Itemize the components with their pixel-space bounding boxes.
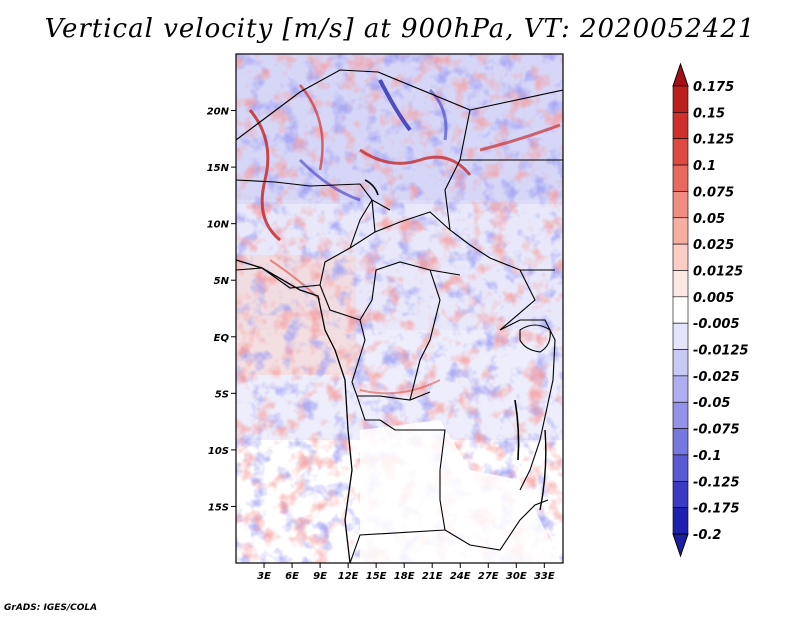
lon-tick-label: 15E [366, 571, 387, 582]
colorbar-bin [672, 243, 689, 271]
colorbar-label: 0.125 [693, 133, 734, 148]
lat-tick-label: 10N [207, 220, 230, 231]
lon-tick-label: 3E [257, 571, 271, 582]
colorbar-bin [672, 480, 689, 508]
colorbar-label: 0.05 [693, 212, 725, 227]
colorbar-bin [672, 507, 689, 535]
colorbar-bin [672, 454, 689, 482]
lon-tick-label: 24E [450, 571, 471, 582]
colorbar: 0.175 0.15 0.125 0.1 0.075 0.05 0.025 0.0125 0.0… [672, 62, 749, 558]
lon-tick-label: 12E [338, 571, 359, 582]
lat-tick-label: 20N [207, 107, 230, 118]
lon-tick-label: 18E [394, 571, 415, 582]
colorbar-label: -0.025 [693, 370, 740, 385]
colorbar-label: 0.0125 [693, 264, 743, 279]
colorbar-label: -0.075 [693, 423, 740, 438]
plot-frame: 20N 15N 10N 5N EQ 5S 10S 15S 3E 6E 9E 12E 15E 18E 21E… [207, 53, 564, 582]
colorbar-label: -0.175 [693, 502, 740, 517]
lat-tick-label: 5N [214, 276, 230, 287]
colorbar-bin [672, 349, 689, 377]
colorbar-label: -0.0125 [693, 344, 749, 359]
colorbar-bin [672, 270, 689, 298]
colorbar-bin [672, 138, 689, 166]
velocity-field [236, 54, 563, 563]
colorbar-label: 0.15 [693, 106, 725, 121]
lon-tick-label: 30E [506, 571, 527, 582]
colorbar-label: -0.05 [693, 396, 730, 411]
lon-tick-label: 33E [534, 571, 555, 582]
credit-label: GrADS: IGES/COLA [4, 603, 98, 613]
colorbar-label: -0.005 [693, 317, 740, 332]
colorbar-label: -0.1 [693, 449, 721, 464]
colorbar-bin [672, 428, 689, 456]
lat-tick-label: 15N [207, 163, 230, 174]
colorbar-label: 0.075 [693, 185, 734, 200]
lat-tick-label: EQ [214, 333, 230, 344]
lon-tick-label: 6E [285, 571, 299, 582]
colorbar-bin [672, 375, 689, 403]
country-borders [236, 69, 563, 563]
lat-tick-label: 10S [208, 446, 229, 457]
colorbar-bin [672, 217, 689, 245]
colorbar-label: -0.2 [693, 528, 721, 543]
colorbar-label: -0.125 [693, 475, 740, 490]
lon-ticks: 3E 6E 9E 12E 15E 18E 21E 24E 27E 30E 33E [257, 563, 555, 582]
colorbar-bin [672, 85, 689, 113]
colorbar-bin [672, 401, 689, 429]
lon-tick-label: 27E [478, 571, 499, 582]
colorbar-bottom-cap [672, 533, 689, 558]
lat-ticks: 20N 15N 10N 5N EQ 5S 10S 15S [207, 107, 236, 513]
lat-tick-label: 5S [215, 389, 229, 400]
colorbar-bin [672, 296, 689, 324]
colorbar-bin [672, 322, 689, 350]
colorbar-label: 0.1 [693, 159, 716, 174]
colorbar-label: 0.005 [693, 291, 734, 306]
lon-tick-label: 21E [422, 571, 443, 582]
lon-tick-label: 9E [313, 571, 327, 582]
lat-tick-label: 15S [208, 502, 229, 513]
colorbar-label: 0.175 [693, 80, 734, 95]
colorbar-top-cap [672, 62, 689, 87]
chart-title: Vertical velocity [m/s] at 900hPa, VT: 2… [44, 14, 756, 44]
colorbar-bin [672, 112, 689, 140]
colorbar-bin [672, 164, 689, 192]
colorbar-bin [672, 191, 689, 219]
colorbar-label: 0.025 [693, 238, 734, 253]
